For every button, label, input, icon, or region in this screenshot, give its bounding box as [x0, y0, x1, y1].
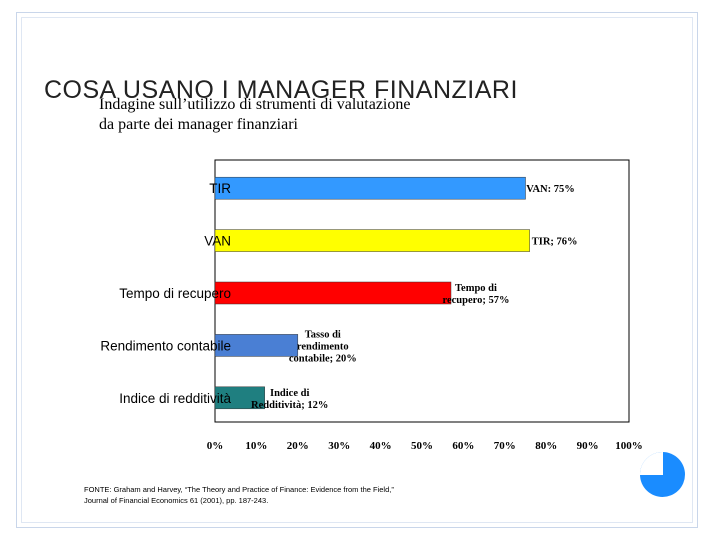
x-tick-label-0: 0% [207, 440, 224, 452]
x-tick-label-8: 80% [535, 440, 557, 452]
bar-4 [214, 386, 265, 410]
data-label-4: Indice di Redditività; 12% [251, 388, 328, 411]
pie-quarter-icon [640, 452, 685, 497]
x-tick-label-5: 50% [411, 440, 433, 452]
category-label-1: VAN [204, 234, 231, 249]
slide-frame-outer [16, 12, 698, 528]
x-tick-label-9: 90% [577, 440, 599, 452]
source-footnote: FONTE: Graham and Harvey, “The Theory an… [84, 485, 394, 505]
category-label-2: Tempo di recupero [119, 286, 231, 301]
x-tick-label-2: 20% [287, 440, 309, 452]
data-label-2: Tempo di recupero; 57% [442, 283, 509, 306]
data-label-1: TIR; 76% [532, 237, 578, 248]
slide-frame-inner [21, 17, 693, 523]
x-tick-label-7: 70% [494, 440, 516, 452]
x-tick-label-1: 10% [245, 440, 267, 452]
bar-0 [214, 176, 526, 200]
category-label-3: Rendimento contabile [100, 338, 231, 353]
category-label-4: Indice di redditività [119, 391, 231, 406]
data-label-0: VAN: 75% [526, 184, 575, 195]
x-tick-label-3: 30% [328, 440, 350, 452]
data-label-3: Tasso di rendimento contabile; 20% [289, 329, 357, 364]
chart-subtitle: Indagine sull’utilizzo di strumenti di v… [99, 96, 411, 133]
bar-3 [214, 334, 299, 357]
x-tick-label-4: 40% [370, 440, 392, 452]
bar-1 [214, 229, 530, 252]
x-tick-label-6: 60% [452, 440, 474, 452]
category-label-0: TIR [209, 181, 231, 196]
slide-title: COSA USANO I MANAGER FINANZIARI [44, 76, 518, 104]
bar-2 [214, 281, 452, 305]
x-tick-label-10: 100% [615, 440, 643, 452]
